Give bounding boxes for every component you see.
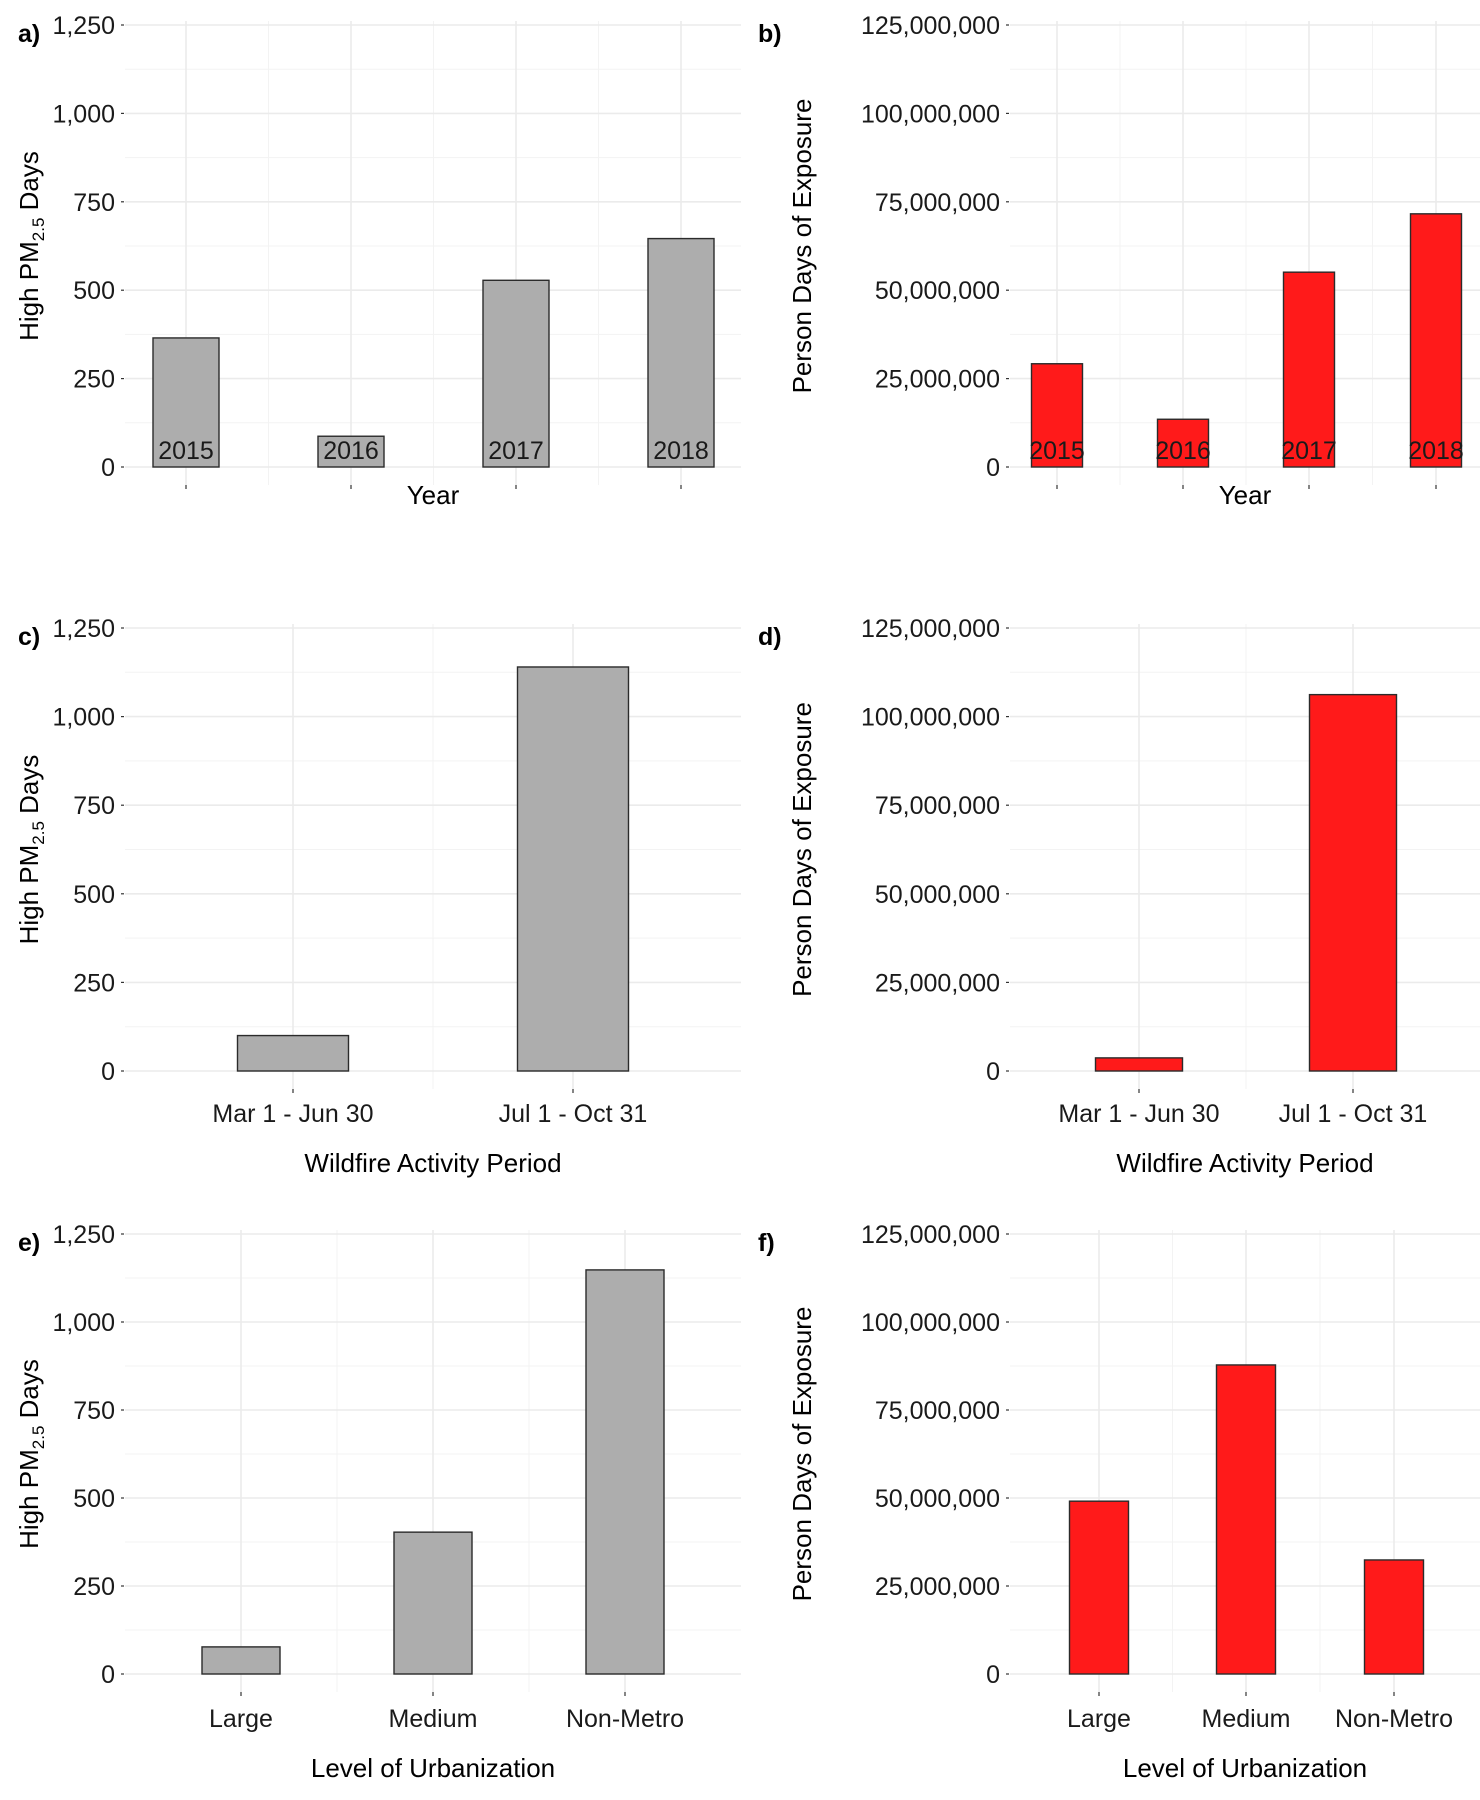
y-tick-label: 750	[73, 1397, 115, 1425]
x-tick-label: Mar 1 - Jun 30	[212, 1100, 373, 1128]
x-axis-title: Level of Urbanization	[1123, 1753, 1367, 1783]
y-tick-label: 50,000,000	[875, 1485, 1000, 1513]
y-tick-label: 1,250	[52, 1221, 115, 1249]
panel-tag: a)	[18, 20, 40, 48]
y-axis-title: High PM2.5 Days	[14, 151, 48, 341]
x-axis-title: Year	[407, 480, 460, 510]
bar-medium	[1215, 1364, 1277, 1675]
y-tick-label: 0	[101, 454, 115, 482]
x-tick-label: 2017	[488, 437, 544, 465]
x-tick-label: 2016	[1155, 437, 1211, 465]
y-tick-label: 25,000,000	[875, 366, 1000, 394]
bar-mar-1-jun-30	[1094, 1057, 1184, 1072]
y-tick-label: 125,000,000	[861, 12, 1000, 40]
y-axis-title: Person Days of Exposure	[787, 99, 817, 394]
y-tick-label: 250	[73, 969, 115, 997]
x-tick-label: 2017	[1281, 437, 1337, 465]
y-tick-label: 1,000	[52, 100, 115, 128]
bar-2015	[1030, 363, 1084, 468]
x-tick-label: Non-Metro	[1335, 1705, 1453, 1733]
panel-a: 0 250 500 750 1,000 1,250 2015 2016 2017 2018 Year…	[14, 12, 741, 510]
y-tick-label: 25,000,000	[875, 969, 1000, 997]
y-tick-label: 75,000,000	[875, 189, 1000, 217]
y-tick-label: 1,250	[52, 12, 115, 40]
bar-jul-1-oct-31	[516, 666, 630, 1072]
y-tick-label: 50,000,000	[875, 277, 1000, 305]
panel-tag: c)	[18, 623, 40, 651]
bar-2018	[647, 237, 715, 468]
y-tick-label: 500	[73, 1485, 115, 1513]
x-tick-label: 2015	[1029, 437, 1085, 465]
y-tick-label: 250	[73, 366, 115, 394]
x-tick-label: Large	[1067, 1705, 1131, 1733]
y-tick-label: 0	[101, 1661, 115, 1689]
y-tick-label: 50,000,000	[875, 881, 1000, 909]
bar-2017	[482, 279, 550, 468]
y-tick-label: 100,000,000	[861, 1309, 1000, 1337]
x-axis-title: Year	[1219, 480, 1272, 510]
x-tick-label: Non-Metro	[566, 1705, 684, 1733]
bar-large	[201, 1646, 281, 1675]
y-tick-label: 1,250	[52, 615, 115, 643]
x-axis-title: Level of Urbanization	[311, 1753, 555, 1783]
x-tick-label: Medium	[1202, 1705, 1291, 1733]
x-tick-label: Medium	[389, 1705, 478, 1733]
panel-tag: d)	[758, 623, 782, 651]
bar-2017	[1282, 271, 1336, 468]
x-tick-label: 2018	[653, 437, 709, 465]
bar-non-metro	[585, 1269, 665, 1675]
bar-mar-1-jun-30	[236, 1034, 350, 1072]
y-axis-title: High PM2.5 Days	[14, 755, 48, 945]
x-tick-label: Large	[209, 1705, 273, 1733]
y-tick-label: 750	[73, 792, 115, 820]
panel-d: 0 25,000,000 50,000,000 75,000,000 100,000,0…	[758, 615, 1480, 1178]
x-tick-label: Jul 1 - Oct 31	[499, 1100, 648, 1128]
panel-b: 0 25,000,000 50,000,000 75,000,000 100,000,0…	[758, 12, 1480, 510]
bar-2016	[1156, 418, 1210, 468]
panel-tag: f)	[758, 1229, 775, 1257]
bar-non-metro	[1363, 1559, 1425, 1675]
panel-c: 0 250 500 750 1,000 1,250 Mar 1 - Jun 30 Jul 1 …	[14, 615, 741, 1178]
y-tick-label: 1,000	[52, 1309, 115, 1337]
y-axis-title: High PM2.5 Days	[14, 1359, 48, 1549]
x-tick-label: Mar 1 - Jun 30	[1058, 1100, 1219, 1128]
y-tick-label: 0	[101, 1058, 115, 1086]
y-axis-title: Person Days of Exposure	[787, 1307, 817, 1602]
x-tick-label: 2015	[158, 437, 214, 465]
panel-e: 0 250 500 750 1,000 1,250 Large Medium Non-Metro…	[14, 1221, 741, 1783]
y-tick-label: 100,000,000	[861, 100, 1000, 128]
x-axis-title: Wildfire Activity Period	[1116, 1148, 1373, 1178]
y-tick-label: 125,000,000	[861, 1221, 1000, 1249]
y-tick-label: 500	[73, 881, 115, 909]
x-tick-label: 2018	[1408, 437, 1464, 465]
y-tick-label: 100,000,000	[861, 704, 1000, 732]
panel-f: 0 25,000,000 50,000,000 75,000,000 100,000,0…	[758, 1221, 1480, 1783]
x-tick-label: 2016	[323, 437, 379, 465]
y-tick-label: 750	[73, 189, 115, 217]
y-axis-title: Person Days of Exposure	[787, 702, 817, 997]
y-tick-label: 1,000	[52, 704, 115, 732]
y-tick-label: 25,000,000	[875, 1573, 1000, 1601]
bar-jul-1-oct-31	[1308, 693, 1398, 1072]
x-axis-title: Wildfire Activity Period	[304, 1148, 561, 1178]
bar-2016	[317, 435, 385, 468]
panel-tag: e)	[18, 1229, 40, 1257]
y-tick-label: 0	[986, 454, 1000, 482]
y-tick-label: 125,000,000	[861, 615, 1000, 643]
y-tick-label: 75,000,000	[875, 792, 1000, 820]
y-tick-label: 0	[986, 1058, 1000, 1086]
bar-2018	[1409, 213, 1463, 468]
bar-medium	[393, 1531, 473, 1675]
panel-tag: b)	[758, 20, 782, 48]
bar-2015	[152, 337, 220, 468]
y-tick-label: 75,000,000	[875, 1397, 1000, 1425]
y-tick-label: 500	[73, 277, 115, 305]
x-tick-label: Jul 1 - Oct 31	[1279, 1100, 1428, 1128]
y-tick-label: 0	[986, 1661, 1000, 1689]
y-tick-label: 250	[73, 1573, 115, 1601]
bar-large	[1068, 1500, 1130, 1675]
